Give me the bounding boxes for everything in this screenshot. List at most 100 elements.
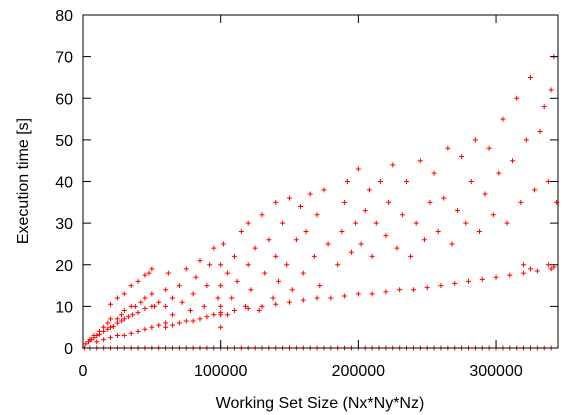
data-point [394, 245, 400, 251]
data-point [276, 278, 282, 284]
data-point [183, 318, 189, 324]
data-point [287, 299, 293, 305]
data-point [231, 308, 237, 314]
data-point [504, 220, 510, 226]
data-point [348, 249, 354, 255]
y-tick-label: 0 [64, 341, 73, 358]
data-point [156, 299, 162, 305]
data-point [204, 314, 210, 320]
data-point [452, 280, 458, 286]
data-point [97, 328, 103, 334]
data-point [459, 154, 465, 160]
y-tick-label: 70 [55, 50, 73, 67]
data-point [197, 316, 203, 322]
data-point [344, 179, 350, 184]
data-point [532, 187, 538, 193]
data-point [248, 287, 254, 293]
data-point [108, 324, 114, 330]
y-tick-label: 50 [55, 133, 73, 150]
data-point [463, 220, 469, 226]
data-point [152, 303, 158, 309]
data-point [273, 253, 279, 259]
data-point [369, 253, 375, 259]
data-point [431, 170, 437, 176]
data-point [408, 253, 414, 259]
data-point [218, 262, 224, 268]
data-point [101, 337, 107, 343]
x-tick-label: 100000 [194, 363, 247, 380]
data-point [156, 322, 162, 328]
data-point [163, 303, 169, 309]
data-point [114, 295, 120, 301]
data-point [541, 104, 547, 110]
data-point [548, 266, 554, 272]
data-point [468, 179, 474, 184]
data-point [94, 339, 100, 345]
data-point [496, 170, 502, 176]
data-point [390, 162, 396, 168]
data-point [225, 270, 231, 276]
data-point [105, 320, 111, 326]
data-point [369, 291, 375, 297]
data-point [183, 266, 189, 272]
data-point [135, 328, 141, 334]
data-point [397, 287, 403, 293]
data-point [234, 278, 240, 284]
data-point [130, 312, 136, 318]
data-point [353, 220, 359, 226]
data-point [293, 237, 299, 243]
data-point [179, 299, 185, 305]
data-point [317, 283, 323, 289]
data-point [87, 337, 93, 343]
data-point [238, 228, 244, 234]
data-point [289, 287, 295, 293]
data-point [404, 179, 410, 184]
data-point [523, 137, 529, 143]
data-point [262, 270, 268, 276]
data-point [121, 316, 127, 322]
data-point [218, 303, 224, 309]
data-point [119, 318, 125, 324]
data-point [252, 245, 258, 251]
data-point [424, 285, 430, 291]
data-point [163, 287, 169, 293]
data-point [220, 241, 226, 247]
data-point [273, 199, 279, 205]
data-point [466, 278, 472, 284]
data-point [135, 278, 141, 284]
data-point [518, 199, 524, 205]
data-point [119, 312, 125, 318]
data-point [413, 220, 419, 226]
data-point [445, 145, 451, 151]
data-point [472, 137, 478, 143]
data-point [83, 341, 89, 347]
data-point [493, 274, 499, 280]
data-point [142, 326, 148, 332]
data-point [204, 283, 210, 289]
data-point [108, 335, 114, 341]
data-point [284, 262, 290, 268]
data-point [132, 303, 138, 309]
data-point [149, 291, 155, 297]
data-point [377, 179, 383, 184]
data-point [280, 220, 286, 226]
data-point [108, 301, 114, 307]
data-point [507, 272, 513, 278]
y-tick-label: 20 [55, 258, 73, 275]
data-point [328, 295, 334, 301]
data-point [298, 203, 304, 209]
data-point [303, 228, 309, 234]
data-point [314, 295, 320, 301]
data-point [225, 312, 231, 318]
data-point [435, 228, 441, 234]
data-point [187, 308, 193, 314]
data-point [534, 268, 540, 274]
data-point [266, 237, 272, 243]
data-point [300, 270, 306, 276]
y-tick-label: 40 [55, 175, 73, 192]
data-point [373, 220, 379, 226]
data-point [537, 129, 543, 135]
data-point [245, 220, 251, 226]
data-point [142, 272, 148, 278]
